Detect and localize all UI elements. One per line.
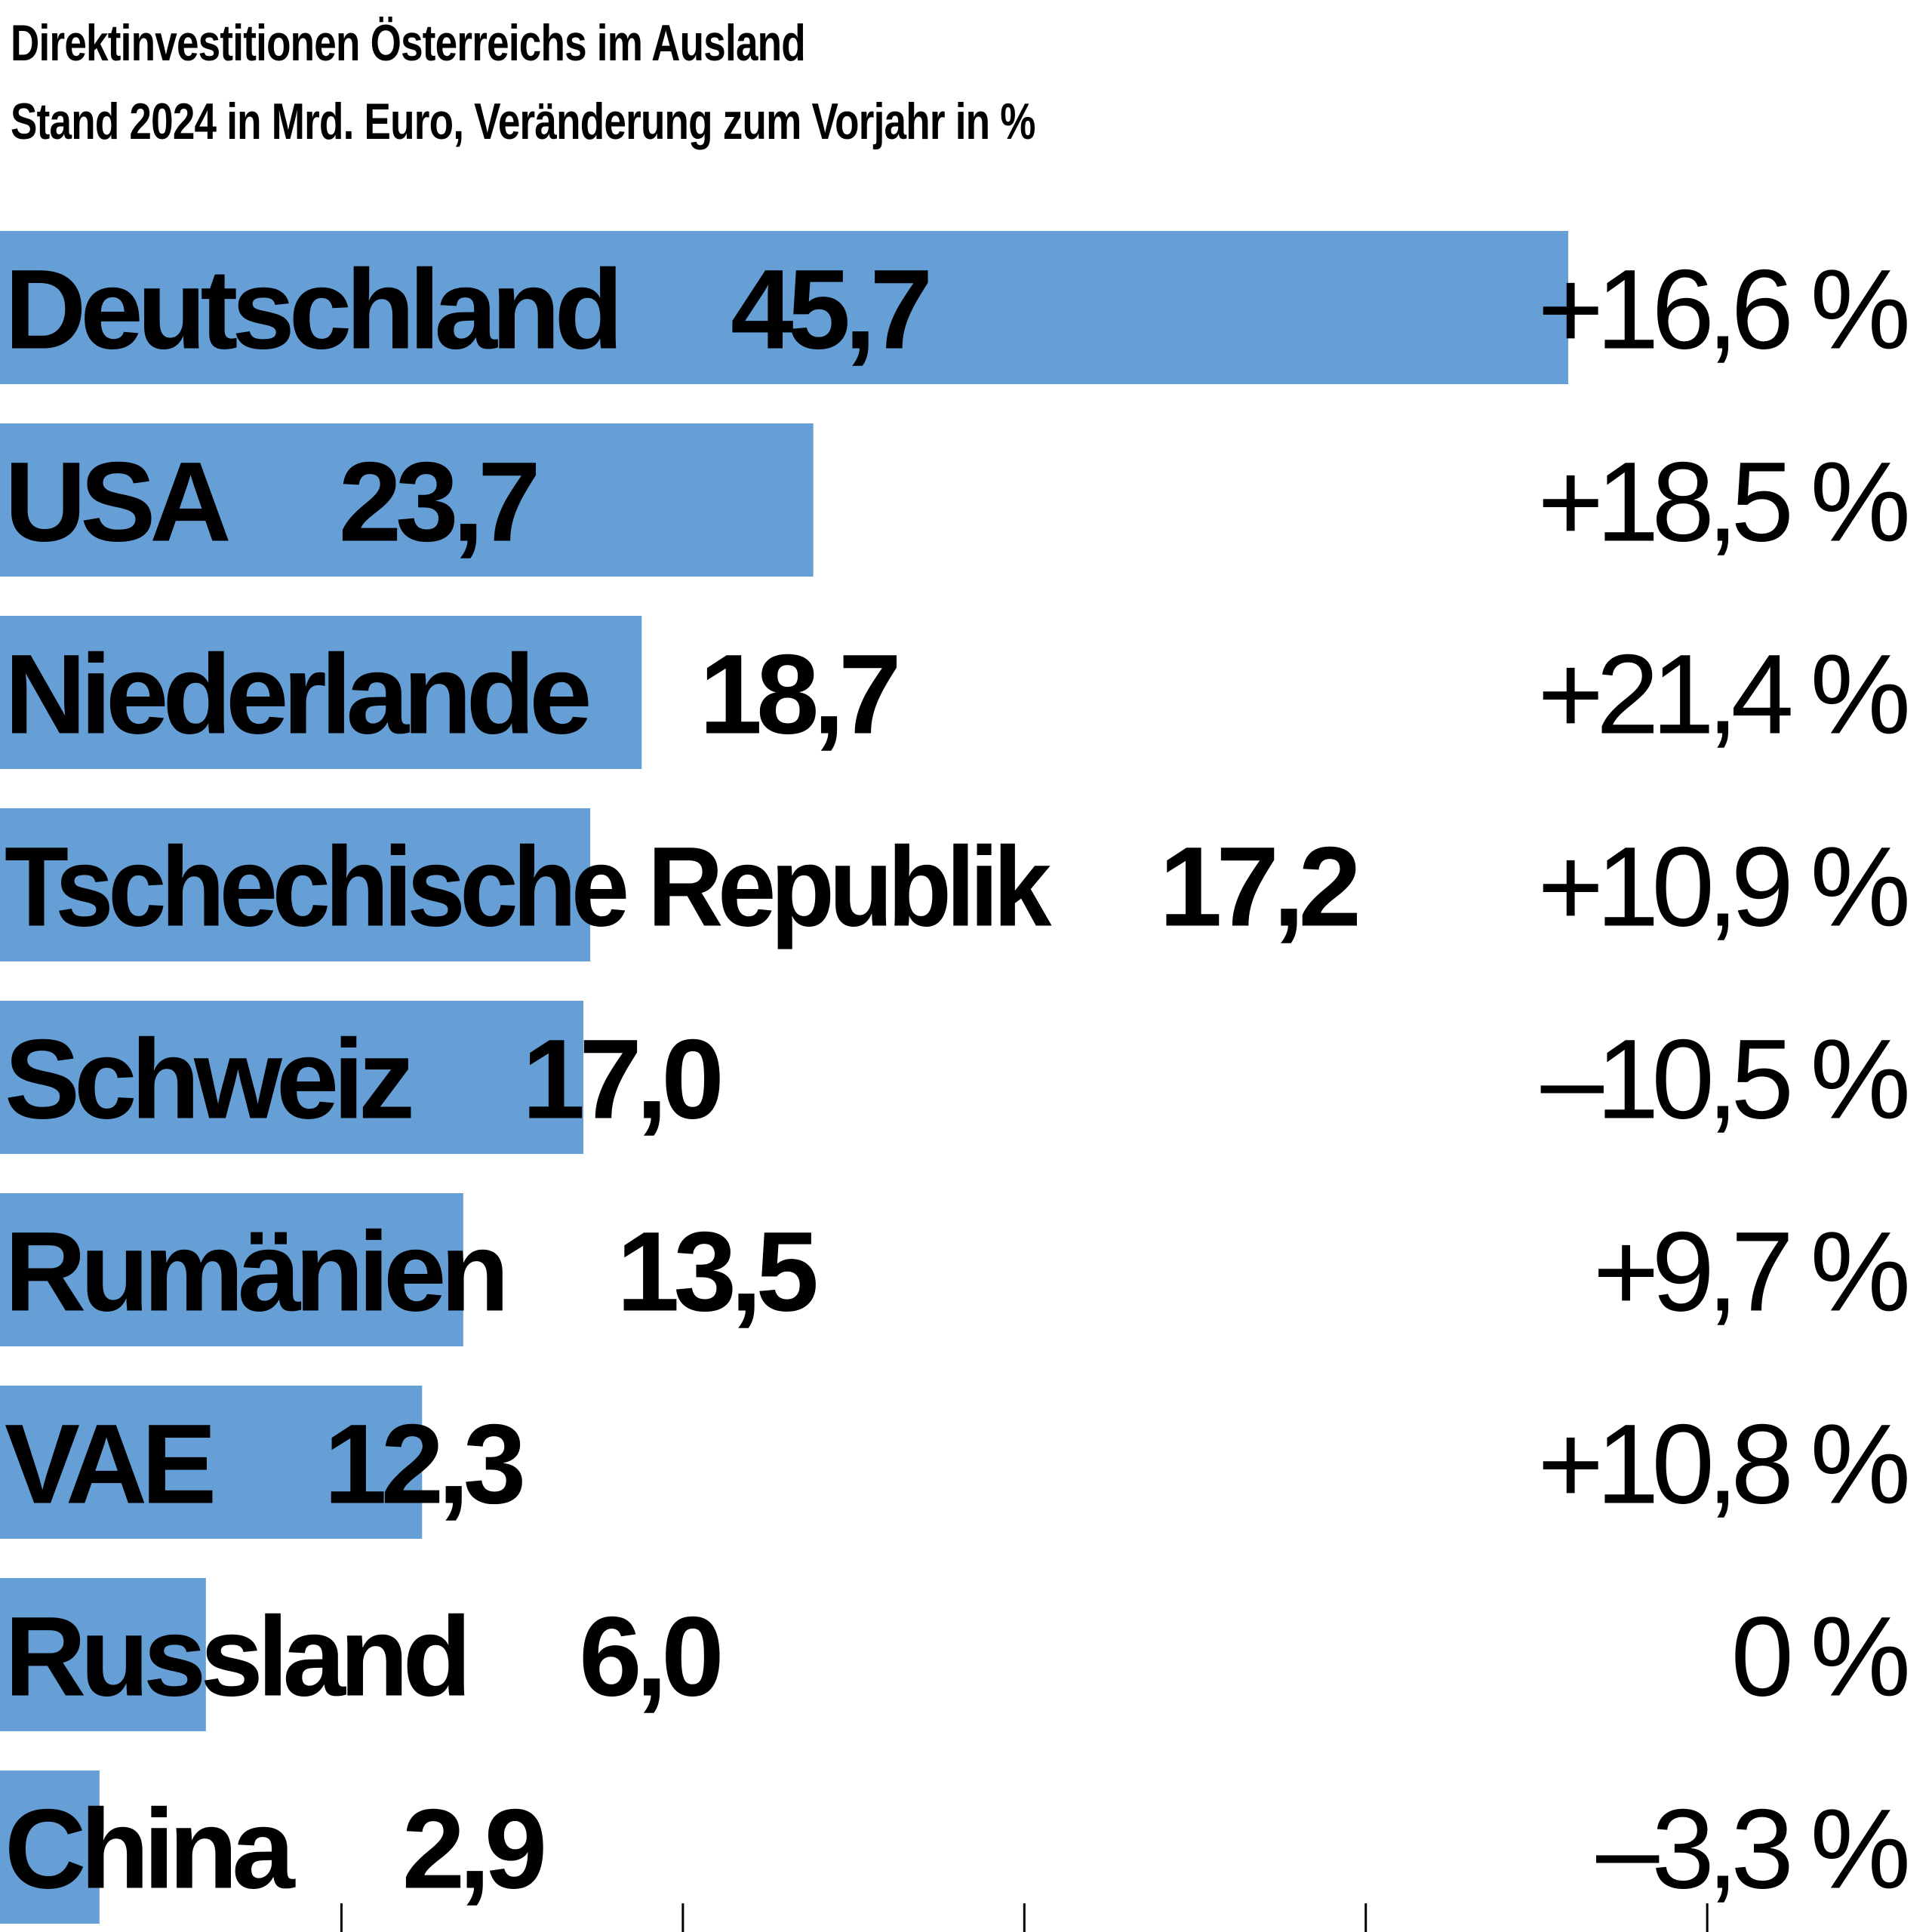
value-label: 6,0 — [579, 1593, 720, 1720]
category-label: VAE — [5, 1401, 213, 1527]
category-label: USA — [5, 438, 229, 565]
category-label: Niederlande — [5, 631, 589, 758]
value-label: 23,7 — [339, 438, 537, 565]
bar-1 — [0, 423, 814, 577]
category-label: Schweiz — [5, 1016, 411, 1143]
category-label: Deutschland — [5, 246, 617, 373]
change-label: 0 % — [1731, 1593, 1908, 1720]
value-label: 45,7 — [731, 246, 928, 373]
change-label: +10,8 % — [1537, 1401, 1907, 1527]
bar-3 — [0, 808, 591, 961]
value-label: 13,5 — [617, 1208, 817, 1335]
value-label: 12,3 — [324, 1401, 522, 1527]
category-label: Tschechische Republik — [5, 823, 1052, 950]
bar-0 — [0, 231, 1568, 384]
bar-2 — [0, 616, 642, 769]
bar-4 — [0, 1001, 583, 1154]
category-label: China — [5, 1786, 296, 1912]
value-label: 18,7 — [700, 631, 897, 758]
change-label: +10,9 % — [1537, 823, 1907, 950]
chart-title: Direktinvestitionen Österreichs im Ausla… — [11, 14, 806, 72]
change-label: +9,7 % — [1593, 1208, 1908, 1335]
change-label: +18,5 % — [1537, 438, 1907, 565]
value-label: 17,0 — [522, 1016, 721, 1143]
category-label: Russland — [5, 1593, 466, 1720]
bar-6 — [0, 1386, 423, 1539]
bar-7 — [0, 1578, 206, 1731]
value-label: 2,9 — [402, 1786, 543, 1912]
change-label: –3,3 % — [1596, 1786, 1908, 1912]
bar-8 — [0, 1770, 100, 1924]
value-label: 17,2 — [1159, 823, 1358, 950]
change-label: +21,4 % — [1537, 631, 1907, 758]
category-label: Rumänien — [5, 1208, 503, 1335]
change-label: –10,5 % — [1541, 1016, 1908, 1143]
chart-subtitle: Stand 2024 in Mrd. Euro, Veränderung zum… — [11, 93, 1035, 150]
bar-5 — [0, 1193, 463, 1346]
change-label: +16,6 % — [1537, 246, 1907, 373]
